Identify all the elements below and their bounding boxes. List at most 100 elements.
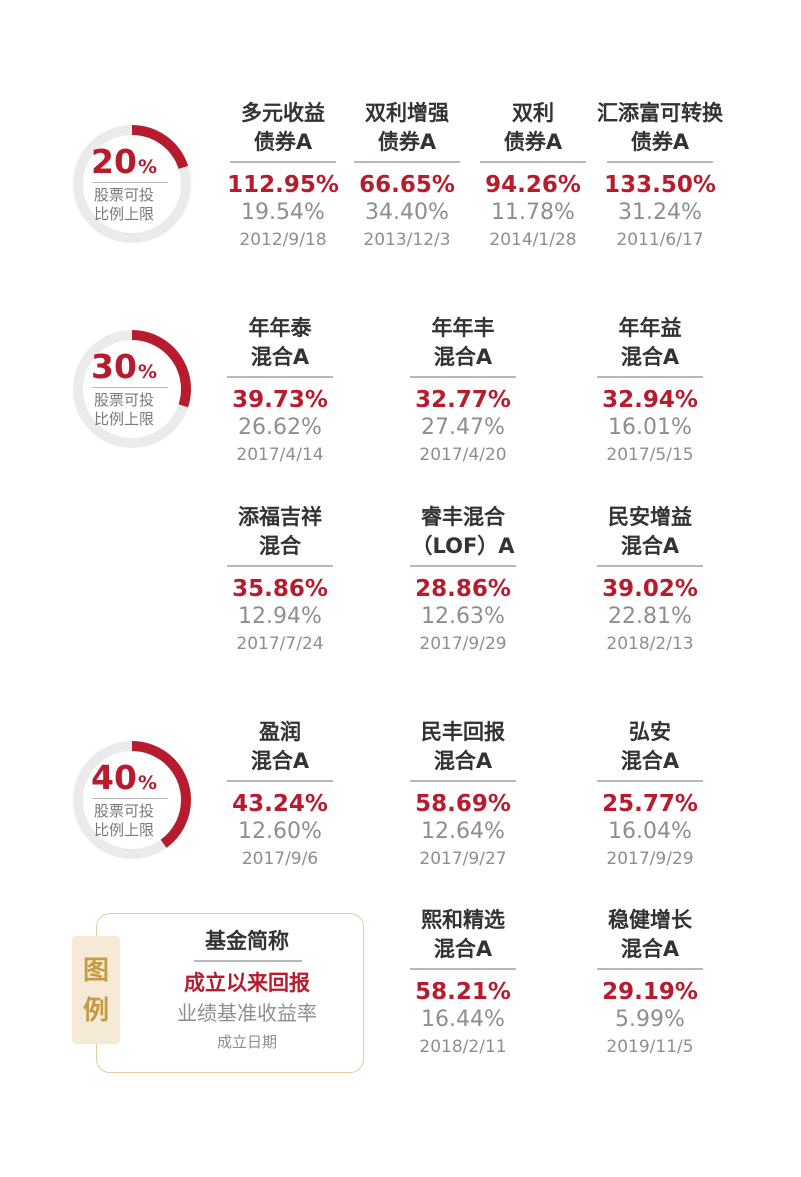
legend-tag-char: 例 (82, 996, 109, 1026)
legend-divider (194, 960, 302, 962)
fund-name: 双利增强 债券A (365, 101, 449, 154)
fund-benchmark: 5.99% (615, 1007, 685, 1032)
fund-name: 年年泰 混合A (248, 316, 312, 369)
fund-divider (597, 376, 703, 378)
fund-date: 2017/7/24 (236, 634, 324, 654)
fund-benchmark: 16.44% (421, 1007, 505, 1032)
fund-name: 双利 债券A (503, 101, 563, 154)
fund-date: 2017/9/27 (419, 849, 507, 869)
fund-card: 稳健增长 混合A 29.19% 5.99% 2019/11/5 (580, 906, 720, 1060)
fund-date: 2018/2/13 (606, 634, 694, 654)
fund-card: 年年泰 混合A 39.73% 26.62% 2017/4/14 (210, 314, 350, 468)
fund-benchmark: 12.63% (421, 604, 505, 629)
fund-card: 双利增强 债券A 66.65% 34.40% 2013/12/3 (337, 99, 477, 253)
fund-card: 年年益 混合A 32.94% 16.01% 2017/5/15 (580, 314, 720, 468)
fund-name: 汇添富可转换 债券A (597, 101, 723, 154)
fund-benchmark: 11.78% (491, 200, 575, 225)
ring-gauge-30: 30% 股票可投 比例上限 (70, 327, 194, 451)
fund-date: 2017/5/15 (606, 445, 694, 465)
fund-divider (607, 161, 713, 163)
ring-gauge-40: 40% 股票可投 比例上限 (70, 738, 194, 862)
fund-date: 2017/9/29 (419, 634, 507, 654)
ring-label: 股票可投 比例上限 (93, 186, 154, 223)
ring-gauge-graphic (73, 330, 191, 448)
legend-tag-char: 图 (82, 956, 109, 986)
fund-name: 添福吉祥 混合 (238, 505, 322, 558)
legend-return: 成立以来回报 (184, 971, 310, 995)
fund-divider (230, 161, 336, 163)
fund-return: 43.24% (232, 791, 328, 817)
legend-benchmark: 业绩基准收益率 (177, 1001, 317, 1025)
fund-card: 双利 债券A 94.26% 11.78% 2014/1/28 (463, 99, 603, 253)
fund-name: 多元收益 债券A (241, 101, 325, 154)
ring-divider (92, 387, 168, 388)
fund-date: 2017/4/20 (419, 445, 507, 465)
fund-divider (597, 565, 703, 567)
fund-date: 2019/11/5 (606, 1037, 694, 1057)
fund-divider (597, 968, 703, 970)
fund-return: 94.26% (485, 172, 581, 198)
fund-date: 2018/2/11 (419, 1037, 507, 1057)
fund-card: 汇添富可转换 债券A 133.50% 31.24% 2011/6/17 (585, 99, 735, 253)
fund-card: 睿丰混合 （LOF）A 28.86% 12.63% 2017/9/29 (393, 503, 533, 657)
fund-divider (227, 565, 333, 567)
fund-return: 32.94% (602, 387, 698, 413)
fund-benchmark: 31.24% (618, 200, 702, 225)
fund-name: 稳健增长 混合A (608, 908, 692, 961)
legend-tag: 图 例 (72, 936, 120, 1044)
fund-name: 睿丰混合 （LOF）A (411, 505, 515, 558)
fund-return: 35.86% (232, 576, 328, 602)
fund-divider (227, 780, 333, 782)
ring-gauge-graphic (73, 125, 191, 243)
fund-benchmark: 19.54% (241, 200, 325, 225)
fund-divider (480, 161, 586, 163)
fund-return: 32.77% (415, 387, 511, 413)
fund-divider (354, 161, 460, 163)
fund-card: 弘安 混合A 25.77% 16.04% 2017/9/29 (580, 718, 720, 872)
fund-date: 2017/9/29 (606, 849, 694, 869)
fund-card: 添福吉祥 混合 35.86% 12.94% 2017/7/24 (210, 503, 350, 657)
ring-gauge-20: 20% 股票可投 比例上限 (70, 122, 194, 246)
fund-card: 民丰回报 混合A 58.69% 12.64% 2017/9/27 (393, 718, 533, 872)
fund-benchmark: 12.94% (238, 604, 322, 629)
fund-date: 2012/9/18 (239, 230, 327, 250)
fund-benchmark: 26.62% (238, 415, 322, 440)
ring-fill (73, 741, 191, 859)
fund-benchmark: 12.64% (421, 819, 505, 844)
fund-card: 盈润 混合A 43.24% 12.60% 2017/9/6 (210, 718, 350, 872)
fund-divider (410, 780, 516, 782)
fund-name: 年年丰 混合A (431, 316, 495, 369)
fund-date: 2013/12/3 (363, 230, 451, 250)
fund-date: 2017/4/14 (236, 445, 324, 465)
fund-divider (227, 376, 333, 378)
fund-return: 133.50% (604, 172, 716, 198)
fund-benchmark: 16.01% (608, 415, 692, 440)
fund-return: 25.77% (602, 791, 698, 817)
fund-return: 29.19% (602, 979, 698, 1005)
fund-benchmark: 16.04% (608, 819, 692, 844)
ring-label: 股票可投 比例上限 (93, 802, 154, 839)
fund-name: 盈润 混合A (250, 720, 310, 773)
ring-divider (92, 182, 168, 183)
legend-fund-name: 基金简称 (205, 929, 289, 953)
fund-divider (410, 968, 516, 970)
fund-date: 2014/1/28 (489, 230, 577, 250)
fund-card: 多元收益 债券A 112.95% 19.54% 2012/9/18 (213, 99, 353, 253)
fund-card: 年年丰 混合A 32.77% 27.47% 2017/4/20 (393, 314, 533, 468)
fund-name: 熙和精选 混合A (421, 908, 505, 961)
fund-benchmark: 22.81% (608, 604, 692, 629)
ring-gauge-graphic (73, 741, 191, 859)
fund-return: 112.95% (227, 172, 339, 198)
ring-value: 20% (91, 142, 157, 181)
fund-benchmark: 12.60% (238, 819, 322, 844)
legend-box (96, 913, 364, 1073)
fund-divider (410, 376, 516, 378)
fund-name: 年年益 混合A (618, 316, 682, 369)
fund-return: 28.86% (415, 576, 511, 602)
fund-benchmark: 27.47% (421, 415, 505, 440)
fund-return: 39.73% (232, 387, 328, 413)
fund-card: 熙和精选 混合A 58.21% 16.44% 2018/2/11 (393, 906, 533, 1060)
fund-return: 58.69% (415, 791, 511, 817)
fund-return: 58.21% (415, 979, 511, 1005)
ring-value: 40% (91, 758, 157, 797)
